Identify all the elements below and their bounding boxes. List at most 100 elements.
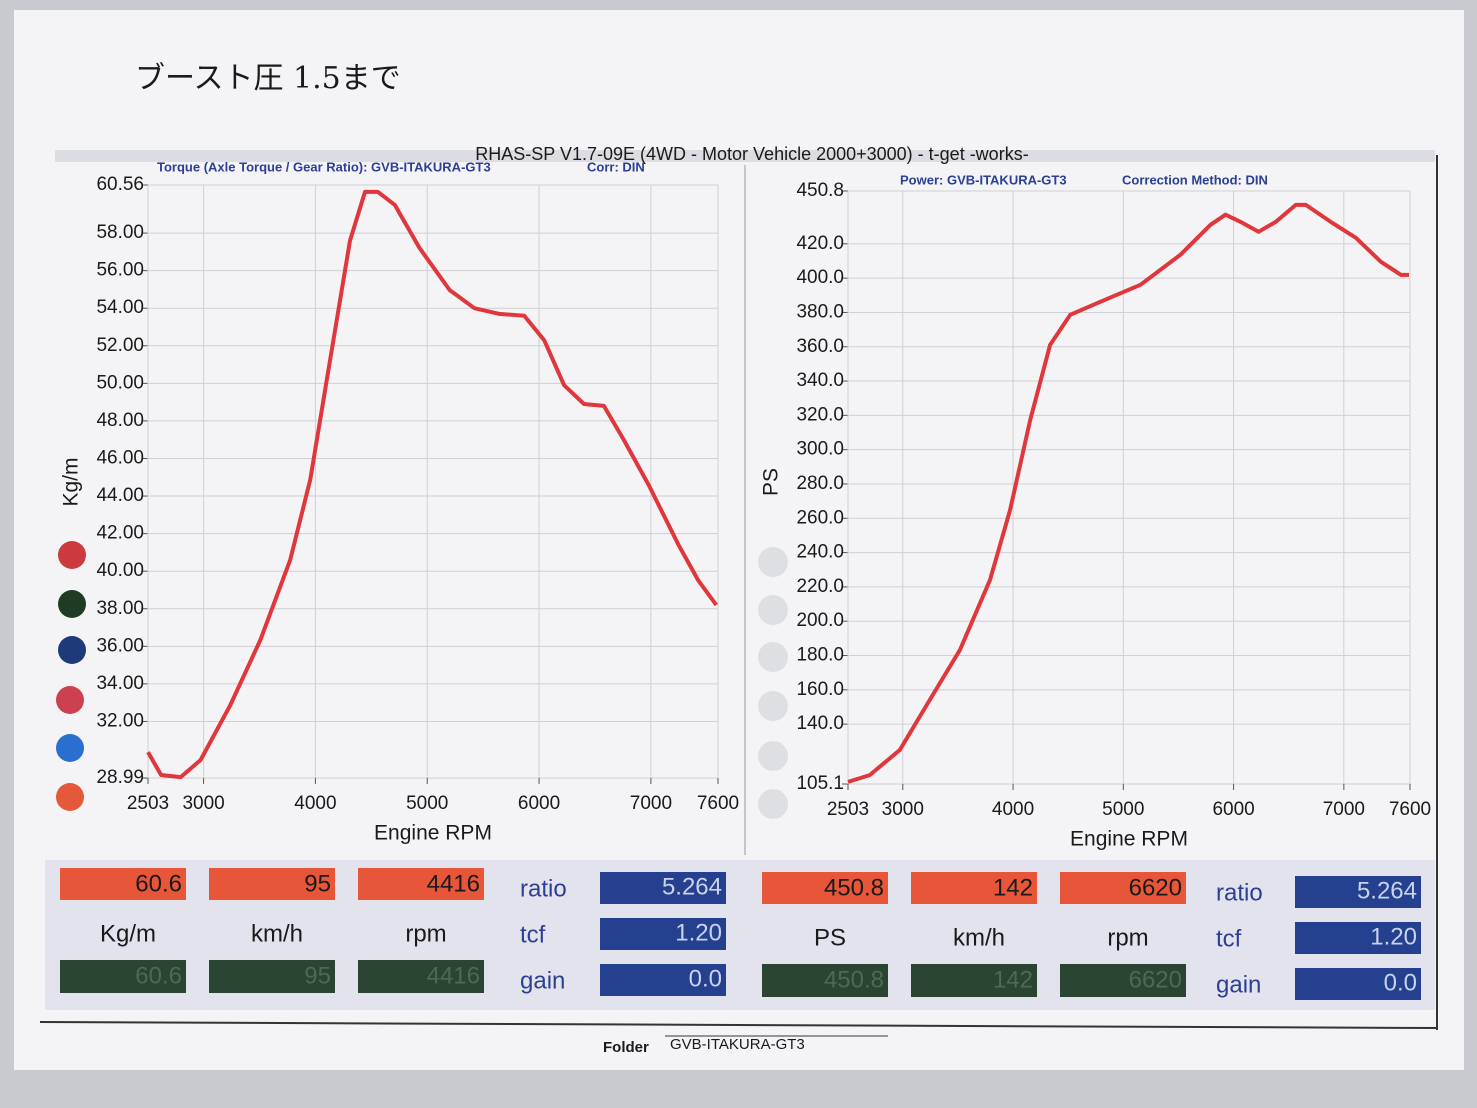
hold-box	[1060, 964, 1186, 997]
unit-label: rpm	[1107, 924, 1148, 951]
hold-value: 142	[993, 966, 1033, 993]
x-tick-label: 4000	[992, 799, 1034, 820]
param-name: ratio	[520, 875, 567, 902]
unit-label: km/h	[251, 920, 303, 947]
torque-power-curve	[847, 202, 1409, 784]
x-tick-label: 4000	[294, 793, 336, 814]
param-value: 5.264	[662, 873, 722, 900]
status-dots	[56, 541, 788, 819]
y-tick-label: 450.8	[796, 180, 844, 201]
y-tick-label: 320.0	[796, 404, 844, 425]
y-tick-label: 40.00	[96, 560, 144, 581]
param-value: 1.20	[675, 919, 722, 946]
footer-label: Folder	[603, 1039, 649, 1056]
current-value: 60.6	[135, 870, 182, 897]
x-tick-label: 5000	[406, 793, 448, 814]
param-name: ratio	[1216, 879, 1263, 906]
y-tick-label: 105.1	[796, 773, 844, 794]
param-value: 5.264	[1357, 877, 1417, 904]
x-tick-label: 7600	[697, 793, 739, 814]
hold-box	[911, 964, 1037, 997]
y-tick-label: 420.0	[796, 233, 844, 254]
header-band	[55, 150, 1435, 162]
x-tick-label: 2503	[127, 793, 169, 814]
x-tick-label: 7000	[1323, 799, 1365, 820]
x-axis-label: Engine RPM	[374, 822, 492, 845]
footer-value: GVB-ITAKURA-GT3	[670, 1036, 805, 1053]
x-axis-label: Engine RPM	[1070, 828, 1188, 851]
hold-value: 4416	[427, 962, 480, 989]
param-value: 0.0	[689, 965, 722, 992]
current-value: 450.8	[824, 874, 884, 901]
y-tick-label: 240.0	[796, 542, 844, 563]
dot	[758, 595, 788, 625]
dot	[758, 642, 788, 672]
hold-box	[358, 960, 484, 993]
dot	[58, 541, 86, 569]
y-tick-label: 36.00	[96, 635, 144, 656]
param-box	[1295, 922, 1421, 954]
current-value: 4416	[427, 870, 480, 897]
x-tick-label: 6000	[1212, 799, 1254, 820]
x-tick-label: 3000	[882, 799, 924, 820]
hold-value: 450.8	[824, 966, 884, 993]
param-box	[1295, 968, 1421, 1000]
y-tick-label: 34.00	[96, 673, 144, 694]
param-box	[600, 918, 726, 950]
dot	[758, 789, 788, 819]
y-tick-label: 360.0	[796, 336, 844, 357]
dot	[58, 636, 86, 664]
x-tick-label: 7600	[1389, 799, 1431, 820]
dot	[758, 741, 788, 771]
dot	[56, 734, 84, 762]
hold-value: 60.6	[135, 962, 182, 989]
y-tick-label: 46.00	[96, 448, 144, 469]
hold-box	[60, 960, 186, 993]
dot	[56, 686, 84, 714]
param-box	[1295, 876, 1421, 908]
torque-power-curve	[146, 189, 718, 780]
y-tick-label: 28.99	[96, 767, 144, 788]
y-tick-label: 42.00	[96, 523, 144, 544]
unit-label: km/h	[953, 924, 1005, 951]
y-tick-label: 380.0	[796, 301, 844, 322]
current-box	[209, 868, 335, 900]
y-axis-label: PS	[760, 468, 783, 496]
dot	[56, 783, 84, 811]
param-name: gain	[1216, 971, 1261, 998]
chart-source: Power: GVB-ITAKURA-GT3	[900, 172, 1067, 187]
chart-correction: Corr: DIN	[587, 159, 645, 174]
y-tick-label: 60.56	[96, 174, 144, 195]
x-tick-label: 2503	[827, 799, 869, 820]
x-tick-label: 7000	[630, 793, 672, 814]
current-box	[762, 872, 888, 904]
handwritten-note: ブースト圧 1.5まで	[135, 61, 401, 96]
dot	[758, 691, 788, 721]
y-axis-label: Kg/m	[60, 457, 83, 506]
current-box	[1060, 872, 1186, 904]
frame-edge	[39, 1021, 1438, 1029]
current-value: 142	[993, 874, 1033, 901]
y-tick-label: 200.0	[796, 610, 844, 631]
param-value: 0.0	[1384, 969, 1417, 996]
param-name: gain	[520, 967, 565, 994]
y-tick-label: 340.0	[796, 370, 844, 391]
y-tick-label: 52.00	[96, 335, 144, 356]
y-tick-label: 32.00	[96, 710, 144, 731]
y-tick-label: 38.00	[96, 598, 144, 619]
y-tick-label: 54.00	[96, 297, 144, 318]
unit-label: PS	[814, 924, 846, 951]
chart-correction: Correction Method: DIN	[1122, 172, 1268, 187]
y-tick-label: 400.0	[796, 267, 844, 288]
dot	[758, 547, 788, 577]
current-box	[911, 872, 1037, 904]
hold-box	[762, 964, 888, 997]
hold-value: 95	[304, 962, 331, 989]
current-box	[358, 868, 484, 900]
hold-value: 6620	[1129, 966, 1182, 993]
unit-label: Kg/m	[100, 920, 156, 947]
chart-title: RHAS-SP V1.7-09E (4WD - Motor Vehicle 20…	[475, 144, 1028, 164]
y-tick-label: 180.0	[796, 645, 844, 666]
dot	[58, 590, 86, 618]
